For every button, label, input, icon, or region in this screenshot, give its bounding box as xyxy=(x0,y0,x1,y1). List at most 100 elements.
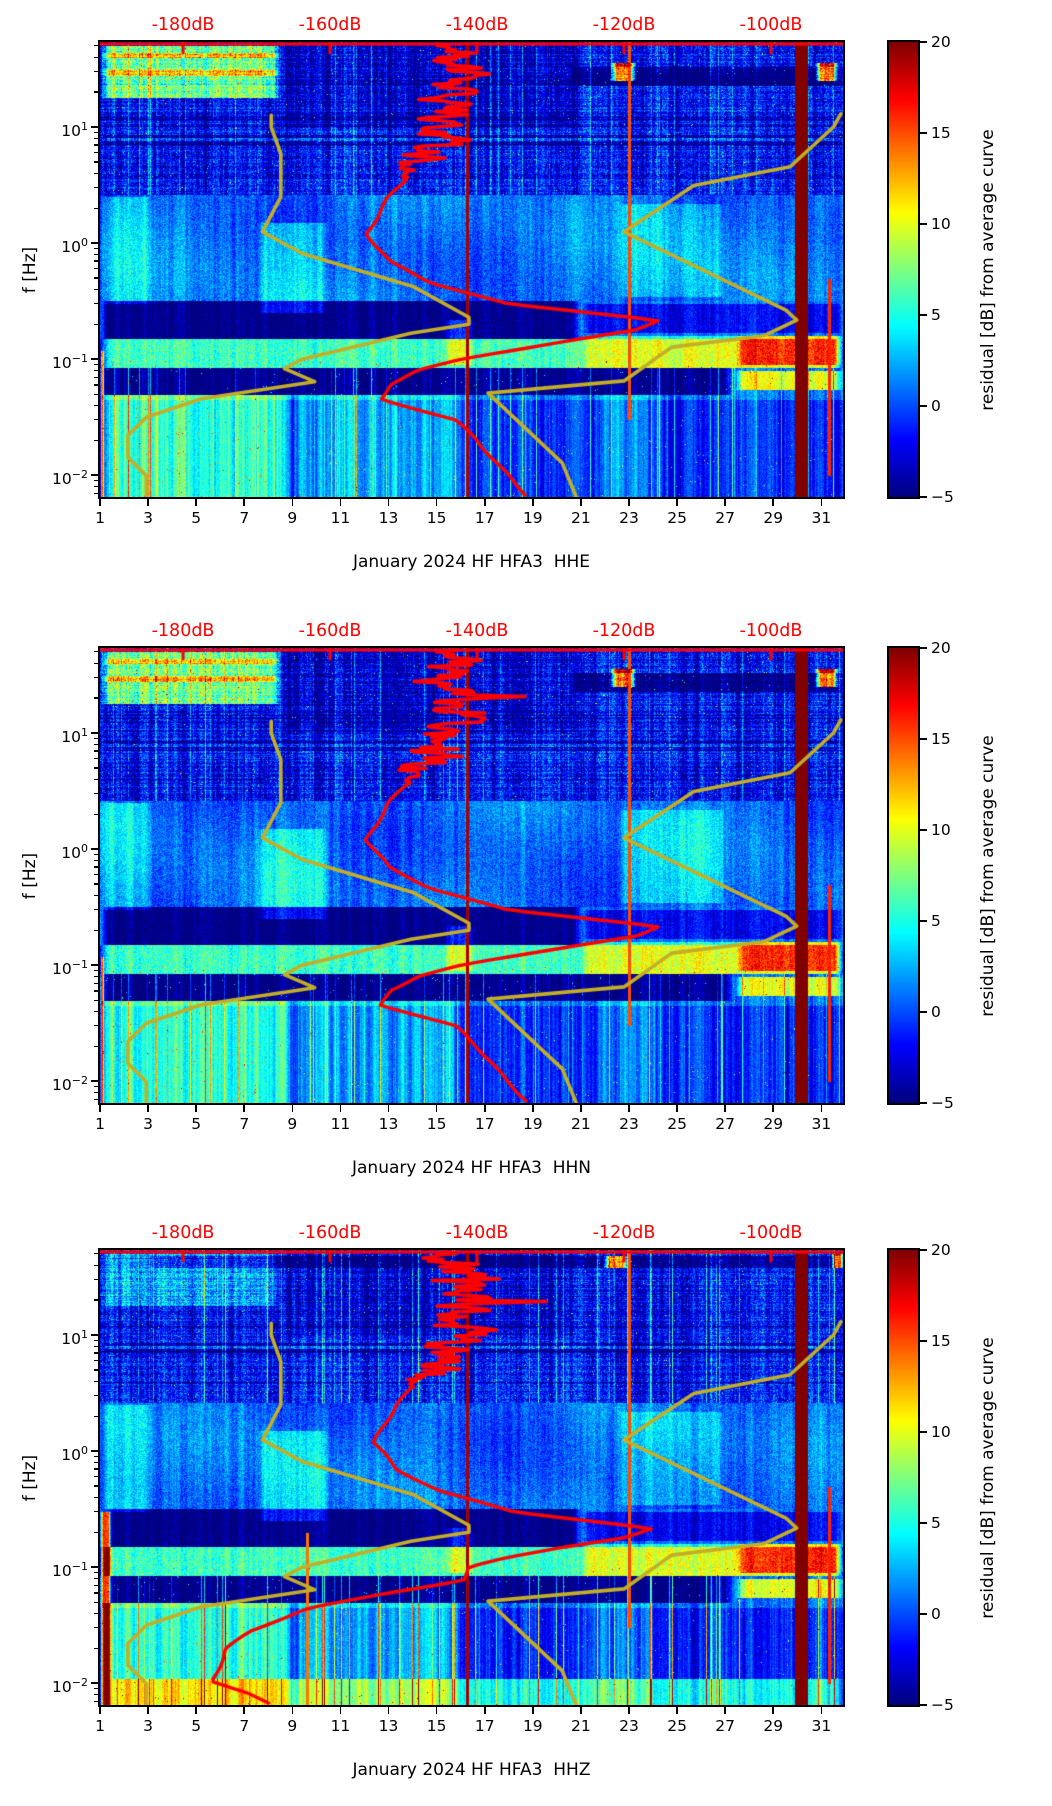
y-axis-minor-tick xyxy=(94,161,98,163)
x-axis-tick-label: 21 xyxy=(571,509,591,527)
x-axis-tick-label: 15 xyxy=(426,1115,447,1133)
y-axis-minor-tick xyxy=(94,1577,98,1580)
x-axis-tick-label: 3 xyxy=(143,1717,154,1735)
x-axis-tick-label: 13 xyxy=(378,1717,399,1735)
y-axis-minor-tick xyxy=(94,485,98,488)
colorbar-tick xyxy=(920,1249,927,1251)
colorbar-tick xyxy=(920,405,927,407)
y-axis-minor-tick xyxy=(94,1700,98,1702)
top-axis-label: -180dB xyxy=(151,1223,215,1243)
top-axis-label: -100dB xyxy=(739,15,803,35)
y-axis-minor-tick xyxy=(94,71,98,73)
spectrogram-canvas-hhz xyxy=(100,1250,843,1705)
y-axis-minor-tick xyxy=(94,247,98,249)
spectrogram-canvas-hhe xyxy=(100,42,843,497)
x-axis-tick xyxy=(435,1105,438,1112)
x-axis-tick-label: 17 xyxy=(474,1115,495,1133)
y-axis-minor-tick xyxy=(94,969,98,972)
x-axis-tick-label: 7 xyxy=(239,1115,250,1133)
x-axis-tick xyxy=(243,1105,246,1112)
y-axis-minor-tick xyxy=(94,1415,98,1417)
x-axis-tick xyxy=(483,1105,486,1112)
y-axis-minor-tick xyxy=(94,1345,98,1347)
x-axis-tick-label: 11 xyxy=(330,509,351,527)
x-axis-tick-label: 29 xyxy=(763,509,784,527)
x-axis-tick xyxy=(339,1105,342,1112)
y-axis-tick xyxy=(91,126,98,128)
y-axis-minor-tick xyxy=(94,1485,98,1487)
x-axis-tick xyxy=(339,499,342,506)
y-axis-minor-tick xyxy=(94,982,98,984)
x-axis-tick xyxy=(195,1707,197,1714)
y-axis-minor-tick xyxy=(94,1627,98,1629)
x-axis-tick xyxy=(195,499,197,506)
y-axis-minor-tick xyxy=(94,1339,98,1341)
y-axis-minor-tick xyxy=(94,404,98,406)
x-axis-tick-label: 1 xyxy=(95,509,105,527)
colorbar-tick-label: 10 xyxy=(931,215,951,233)
top-axis-label: -160dB xyxy=(298,621,362,641)
y-axis-tick-label: 10−1 xyxy=(52,958,88,979)
top-axis-label: -140dB xyxy=(445,621,509,641)
y-axis-minor-tick xyxy=(94,697,98,699)
y-axis-minor-tick xyxy=(94,1010,98,1012)
x-axis-tick xyxy=(243,1707,246,1714)
y-axis-minor-tick xyxy=(94,187,98,189)
colorbar-frame xyxy=(887,646,920,1105)
x-axis-tick-label: 9 xyxy=(287,1717,298,1735)
y-axis-tick xyxy=(91,242,98,244)
x-axis-tick xyxy=(724,1105,726,1112)
x-axis-tick xyxy=(580,1105,582,1112)
y-axis-minor-tick xyxy=(94,56,98,58)
y-axis-minor-tick xyxy=(94,1584,98,1586)
colorbar-tick xyxy=(920,1102,927,1104)
x-axis-tick xyxy=(291,1707,294,1714)
y-axis-minor-tick xyxy=(94,1461,98,1463)
x-axis-tick xyxy=(243,499,246,506)
y-axis-minor-tick xyxy=(94,1592,98,1594)
x-axis-tick-label: 7 xyxy=(239,1717,250,1735)
x-axis-tick-label: 1 xyxy=(95,1717,105,1735)
x-axis-tick-label: 19 xyxy=(522,1717,543,1735)
y-axis-minor-tick xyxy=(94,662,98,664)
y-axis-tick-label: 101 xyxy=(61,726,88,747)
plot-frame xyxy=(98,1248,845,1707)
x-axis-tick-label: 17 xyxy=(474,509,495,527)
y-axis-tick xyxy=(91,732,98,734)
y-axis-minor-tick xyxy=(94,439,98,441)
y-axis-tick-label: 10−2 xyxy=(52,468,88,489)
x-axis-tick-label: 1 xyxy=(95,1115,105,1133)
x-axis-tick xyxy=(628,499,630,506)
x-axis-tick-label: 19 xyxy=(522,1115,543,1133)
y-axis-minor-tick xyxy=(94,303,98,305)
y-axis-minor-tick xyxy=(94,1279,98,1281)
y-axis-tick-label: 100 xyxy=(61,236,88,257)
x-axis-tick-label: 27 xyxy=(715,1717,736,1735)
colorbar-tick-label: −5 xyxy=(931,1696,954,1714)
colorbar-frame xyxy=(887,40,920,499)
y-axis-minor-tick xyxy=(94,1601,98,1603)
y-axis-minor-tick xyxy=(94,677,98,679)
y-axis-label: f [Hz] xyxy=(20,246,40,293)
top-axis-label: -160dB xyxy=(298,15,362,35)
y-axis-minor-tick xyxy=(94,1352,98,1354)
x-axis-tick-label: 13 xyxy=(378,509,399,527)
y-axis-minor-tick xyxy=(94,1455,98,1457)
colorbar-tick xyxy=(920,1613,927,1615)
x-axis-tick xyxy=(435,1707,438,1714)
top-axis-label: -160dB xyxy=(298,1223,362,1243)
colorbar-label: residual [dB] from average curve xyxy=(978,734,998,1017)
colorbar-label: residual [dB] from average curve xyxy=(978,128,998,411)
x-axis-tick xyxy=(291,499,294,506)
y-axis-minor-tick xyxy=(94,874,98,876)
y-axis-minor-tick xyxy=(94,1299,98,1301)
top-axis-label: -180dB xyxy=(151,621,215,641)
x-axis-tick-label: 11 xyxy=(330,1115,351,1133)
y-axis-minor-tick xyxy=(94,369,98,372)
y-axis-minor-tick xyxy=(94,758,98,760)
y-axis-minor-tick xyxy=(94,1511,98,1513)
colorbar-frame xyxy=(887,1248,920,1707)
y-axis-minor-tick xyxy=(94,1253,98,1255)
y-axis-minor-tick xyxy=(94,172,98,174)
